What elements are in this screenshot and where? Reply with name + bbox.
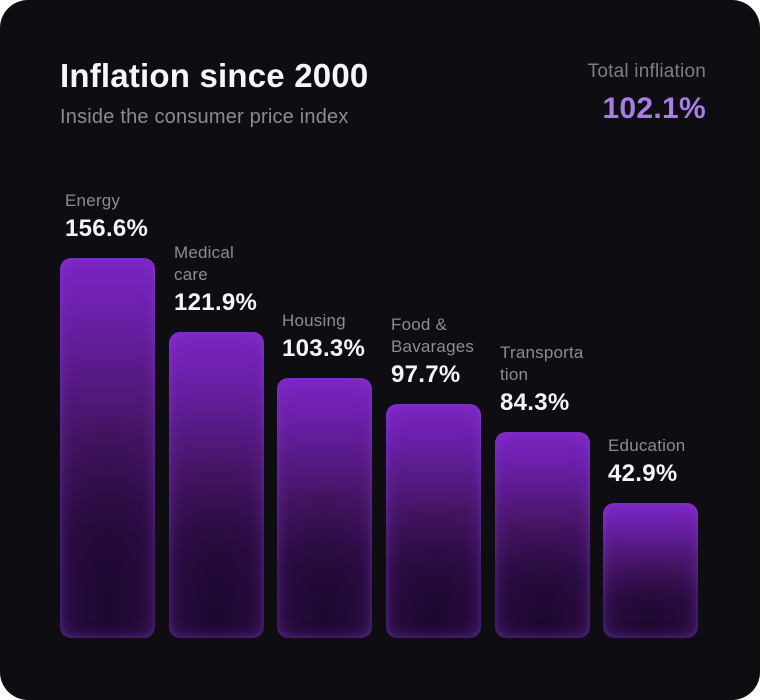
bar-value-label: 97.7% xyxy=(391,361,461,389)
bar-group-housing: Housing 103.3% xyxy=(277,310,372,638)
bar-value-label: 156.6% xyxy=(65,215,149,243)
total-inflation-label: Total infliation xyxy=(587,61,706,82)
bar-housing xyxy=(277,378,372,638)
bar-education xyxy=(603,503,698,638)
page-title: Inflation since 2000 xyxy=(60,57,369,94)
bar-category-label: Food & Bavarages xyxy=(391,315,475,356)
bar-value-label: 103.3% xyxy=(282,335,366,363)
total-inflation-block: Total infliation 102.1% xyxy=(588,58,706,126)
bar-category-label: Housing xyxy=(282,310,346,330)
bar-value-label: 84.3% xyxy=(500,389,570,417)
page-subtitle: Inside the consumer price index xyxy=(60,106,349,129)
bar-category-label: Energy xyxy=(65,190,121,210)
bar-group-energy: Energy 156.6% xyxy=(60,190,155,638)
bar-category-label: Education xyxy=(608,435,686,455)
bar-energy xyxy=(60,258,155,638)
total-inflation-value: 102.1% xyxy=(602,92,706,125)
bar-transportation xyxy=(495,432,590,638)
card-header: Inflation since 2000 Inside the consumer… xyxy=(60,57,706,129)
header-left: Inflation since 2000 Inside the consumer… xyxy=(60,57,369,129)
bar-group-transportation: Transporta tion 84.3% xyxy=(495,342,590,638)
bar-value-label: 42.9% xyxy=(608,460,678,488)
bar-group-education: Education 42.9% xyxy=(603,435,698,638)
bar-value-label: 121.9% xyxy=(174,289,258,317)
bar-group-medical-care: Medical care 121.9% xyxy=(169,242,264,638)
bar-food-bavarages xyxy=(386,404,481,638)
bar-category-label: Transporta tion xyxy=(500,343,584,384)
bar-medical-care xyxy=(169,332,264,638)
bar-group-food-bavarages: Food & Bavarages 97.7% xyxy=(386,314,481,638)
bar-category-label: Medical care xyxy=(174,243,234,284)
